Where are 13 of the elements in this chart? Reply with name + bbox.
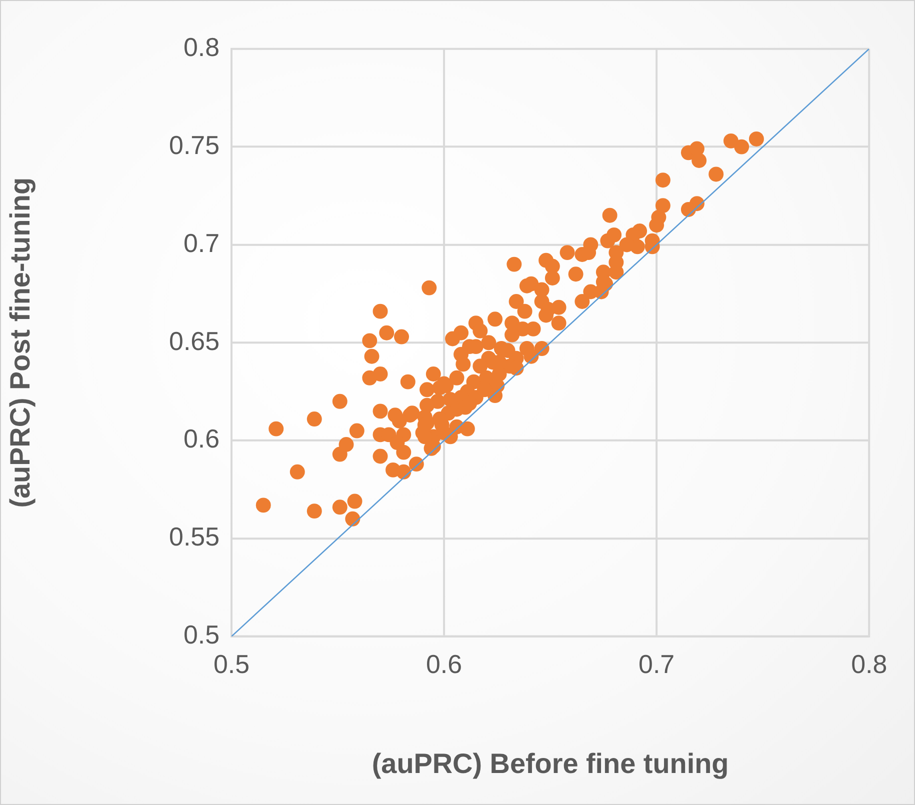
y-tick-label: 0.65: [169, 328, 220, 356]
y-tick-label: 0.6: [183, 426, 220, 454]
y-tick-label: 0.75: [169, 132, 220, 160]
x-tick-label: 0.5: [213, 651, 250, 680]
x-tick-label: 0.6: [426, 651, 462, 680]
y-tick-label: 0.8: [183, 34, 220, 62]
y-tick-label: 0.55: [169, 524, 220, 552]
x-tick-label: 0.7: [638, 651, 675, 680]
y-axis-title: (auPRC) Post fine-tuning: [4, 177, 36, 508]
x-axis-title: (auPRC) Before fine tuning: [372, 748, 729, 779]
y-tick-label: 0.5: [183, 622, 220, 650]
x-tick-label: 0.8: [851, 651, 888, 680]
y-tick-label: 0.7: [183, 230, 220, 258]
